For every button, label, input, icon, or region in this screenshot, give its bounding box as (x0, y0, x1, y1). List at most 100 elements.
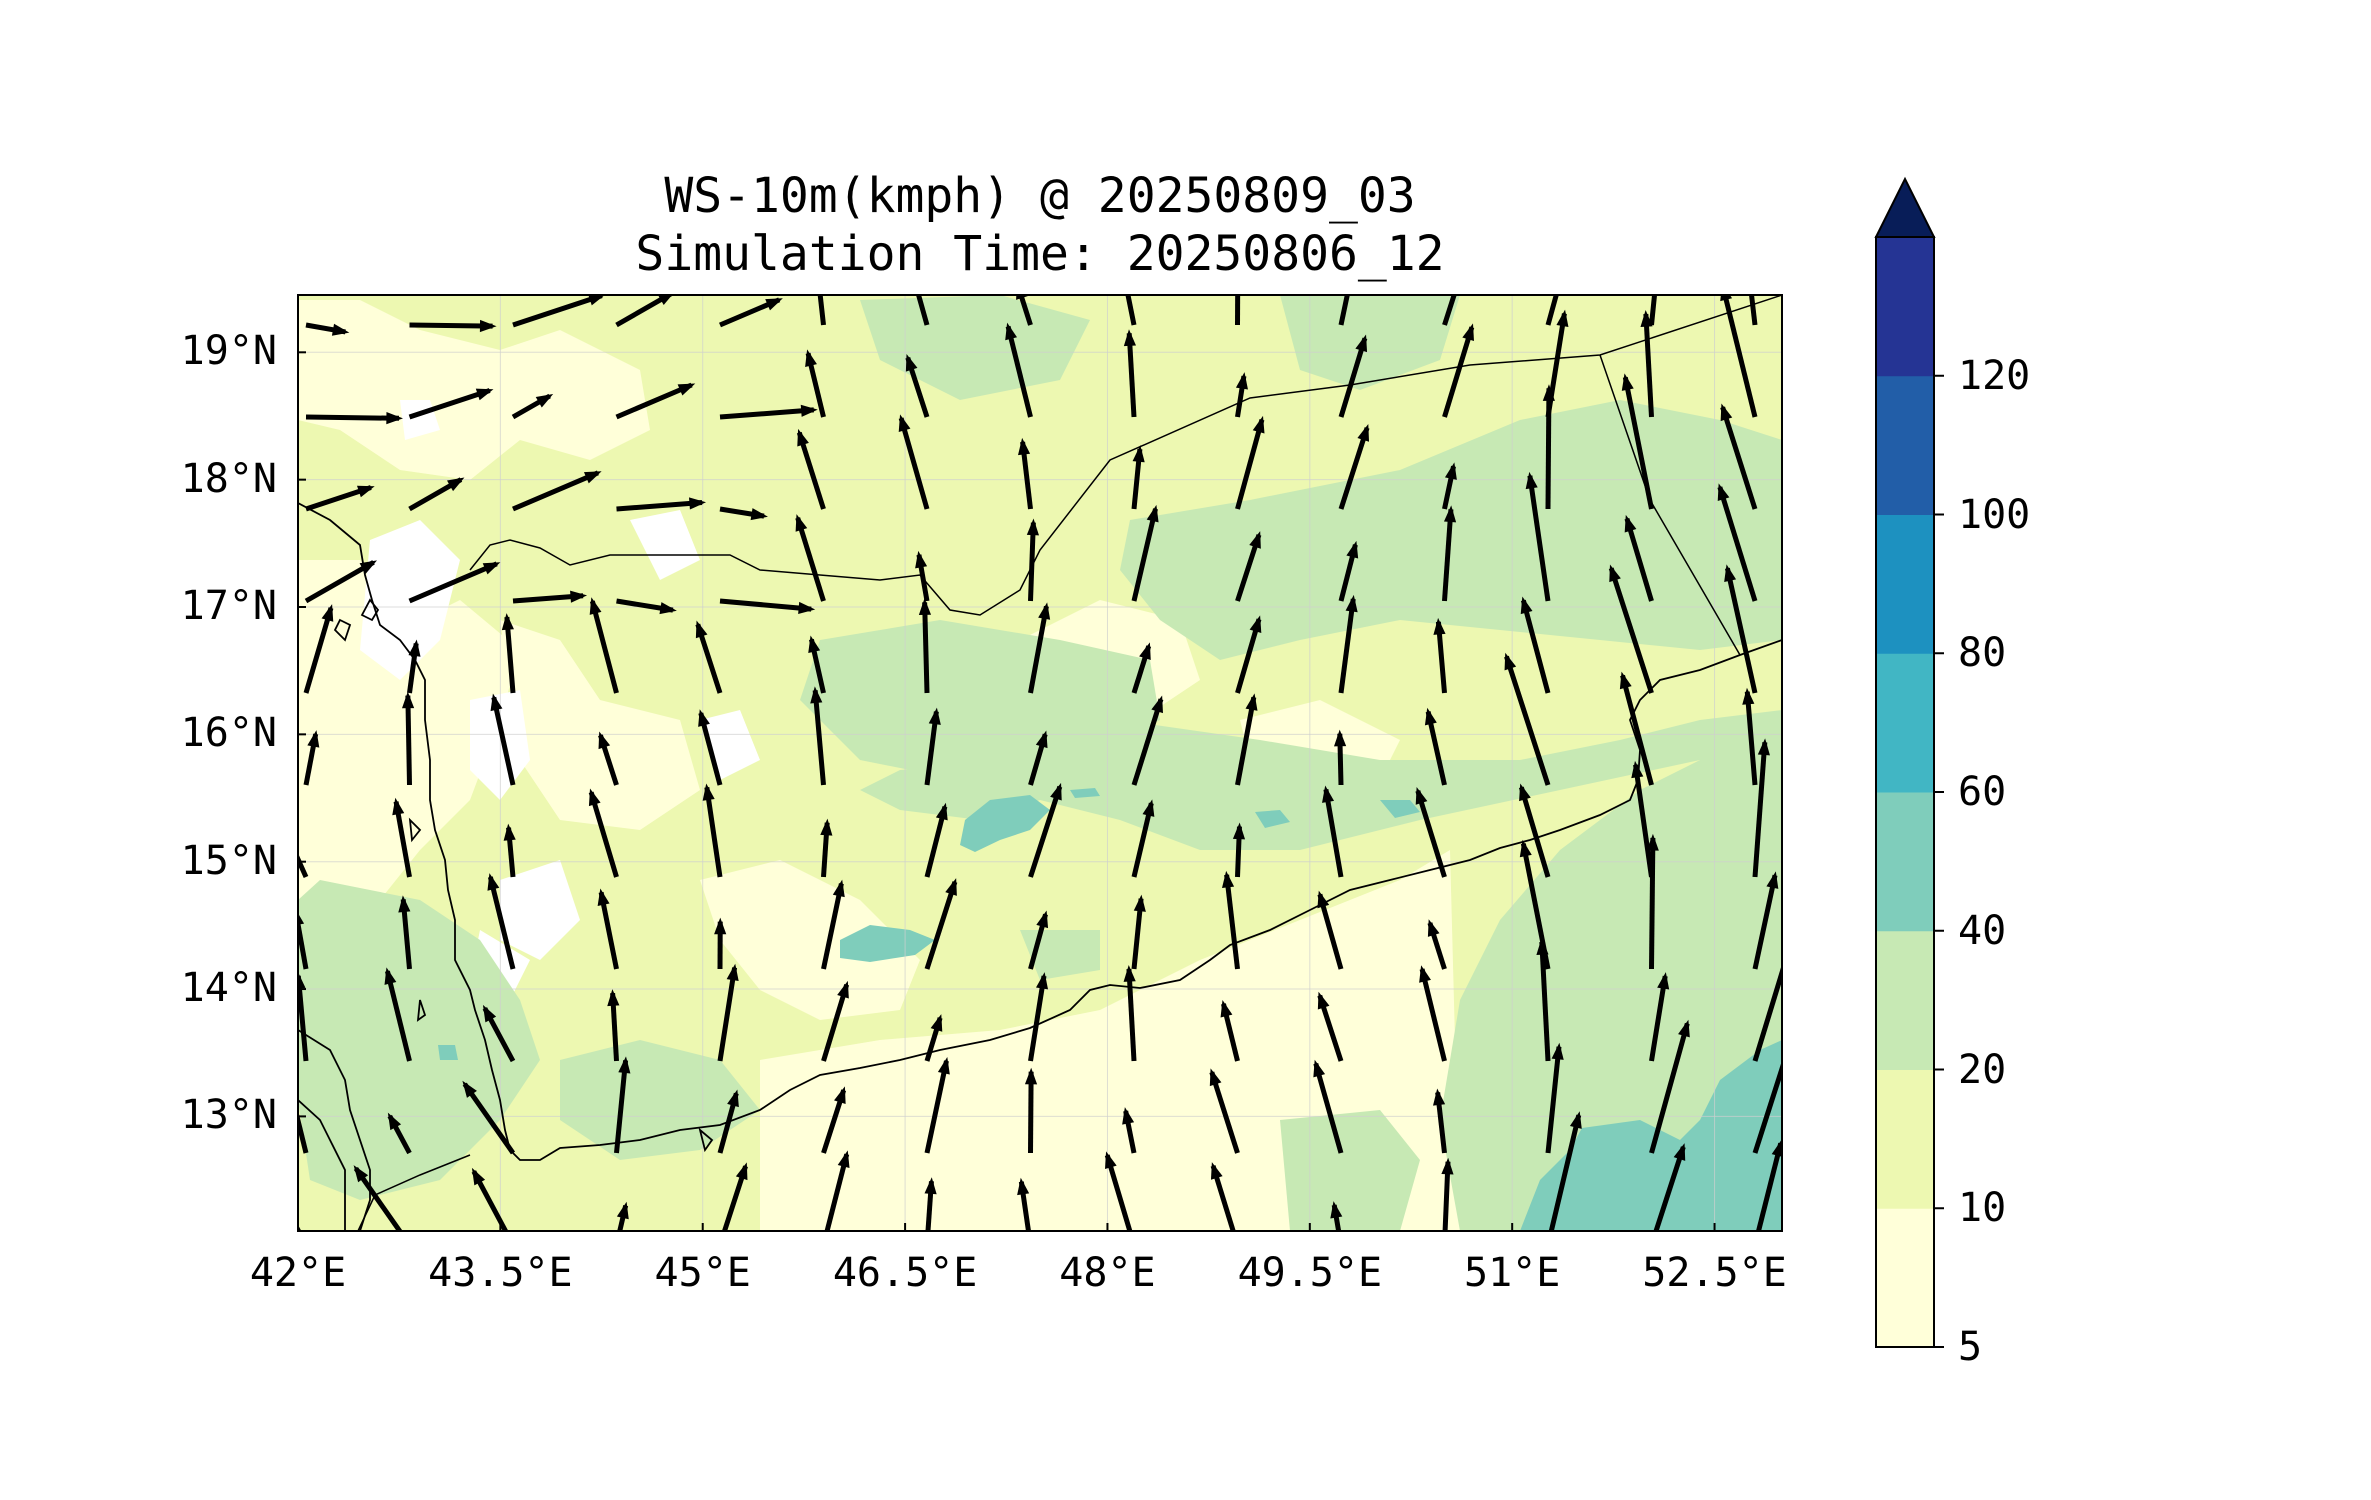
wind-arrow (1123, 329, 1137, 418)
wind-arrow (915, 295, 930, 326)
lon-tick-label: 51°E (1464, 1250, 1561, 1296)
wind-arrow (1338, 334, 1368, 418)
wind-arrow (501, 613, 516, 694)
lat-tick-label: 13°N (180, 1092, 277, 1139)
lon-tick-label: 43.5°E (428, 1250, 573, 1296)
wind-arrow (1028, 602, 1051, 694)
wind-arrow (1028, 730, 1048, 786)
wind-arrow (615, 295, 673, 328)
wind-arrow (1536, 938, 1551, 1062)
wind-arrow (1235, 531, 1262, 602)
lon-tick-label: 46.5°E (832, 1250, 978, 1296)
wind-arrow (821, 980, 850, 1062)
wind-arrow (408, 477, 465, 512)
wind-arrow (719, 404, 818, 420)
wind-arrow (1235, 415, 1265, 510)
wind-arrow (698, 709, 723, 786)
lat-tick-label: 18°N (180, 455, 277, 502)
wind-arrow (719, 506, 768, 521)
wind-arrow (1415, 787, 1447, 878)
lon-tick-label: 48°E (1059, 1250, 1156, 1296)
lon-tick-label: 45°E (654, 1250, 751, 1296)
wind-arrow (607, 989, 620, 1062)
wind-arrow (615, 382, 696, 420)
wind-arrow (1433, 617, 1447, 694)
wind-arrow (1427, 919, 1447, 970)
colorbar-segment (1876, 1069, 1934, 1209)
wind-arrow (702, 783, 723, 878)
wind-arrow (503, 823, 516, 878)
wind-arrow (353, 1165, 403, 1231)
wind-arrow (597, 888, 619, 970)
wind-arrow (1545, 295, 1559, 326)
colorbar-label: 5 (1958, 1324, 1983, 1370)
wind-arrow (1026, 518, 1039, 602)
wind-arrow (1235, 615, 1262, 694)
wind-arrow (1317, 991, 1344, 1062)
wind-arrow (717, 1089, 739, 1154)
colorbar-label: 100 (1958, 491, 2031, 538)
wind-arrow (1123, 964, 1137, 1062)
wind-arrow (305, 322, 350, 336)
wind-arrow (402, 691, 415, 786)
wind-arrow (462, 1080, 516, 1155)
wind-arrow (616, 1201, 629, 1231)
wind-arrow (1122, 1107, 1137, 1154)
wind-arrow (1424, 707, 1447, 786)
wind-arrow (1322, 785, 1344, 878)
wind-arrow (1131, 642, 1152, 694)
wind-arrow (898, 414, 930, 510)
wind-arrow (407, 639, 421, 694)
wind-arrow (1504, 652, 1551, 786)
wind-arrow (1851, 601, 1863, 693)
wind-arrow (1442, 462, 1457, 510)
wind-arrow (392, 797, 412, 878)
wind-arrow (1131, 695, 1164, 786)
wind-arrow (1104, 1151, 1133, 1231)
wind-arrow (1752, 964, 1782, 1062)
wind-arrow (589, 597, 619, 694)
wind-arrow (1235, 295, 1241, 326)
wind-arrow (924, 1177, 937, 1231)
wind-arrow (805, 349, 826, 418)
wind-arrow (1338, 295, 1350, 326)
wind-arrow (1752, 738, 1770, 878)
wind-arrow (1210, 1162, 1236, 1231)
wind-arrow (1720, 403, 1758, 510)
wind-arrow (1441, 1157, 1454, 1231)
wind-arrow (471, 1167, 509, 1231)
lon-tick-label: 49.5°E (1237, 1250, 1383, 1296)
wind-arrow (1649, 295, 1658, 326)
wind-arrow (1338, 540, 1359, 602)
wind-arrow (924, 1014, 943, 1062)
wind-arrow (918, 598, 932, 694)
wind-arrow (616, 598, 677, 615)
colorbar-segment (1876, 375, 1934, 515)
wind-arrow (303, 730, 320, 786)
wind-arrow (1545, 1042, 1564, 1154)
wind-arrow (482, 1004, 516, 1063)
wind-arrow (1016, 295, 1033, 326)
wind-arrow (408, 388, 494, 420)
wind-arrow (1131, 504, 1159, 602)
wind-arrow (1209, 1068, 1240, 1154)
wind-arrow (1624, 514, 1654, 602)
chart-title: WS-10m(kmph) @ 20250809_03 (664, 168, 1416, 224)
wind-arrow (408, 561, 501, 604)
wind-arrow (808, 635, 826, 694)
colorbar-segment (1876, 930, 1934, 1070)
wind-arrow (588, 788, 619, 878)
axis-ticks (297, 351, 1716, 1231)
colorbar-label: 40 (1958, 907, 2007, 954)
wind-arrow (1442, 323, 1475, 418)
wind-arrow (924, 802, 948, 878)
wind-arrow (721, 1162, 748, 1231)
wind-vectors (298, 295, 1863, 1231)
wind-arrow (1338, 424, 1370, 510)
wind-arrow (598, 731, 619, 786)
colorbar-segment (1876, 1208, 1934, 1348)
wind-arrow (1024, 1067, 1038, 1154)
wind-arrow (298, 911, 309, 970)
wind-arrow (1649, 972, 1670, 1062)
wind-arrow (304, 560, 378, 604)
